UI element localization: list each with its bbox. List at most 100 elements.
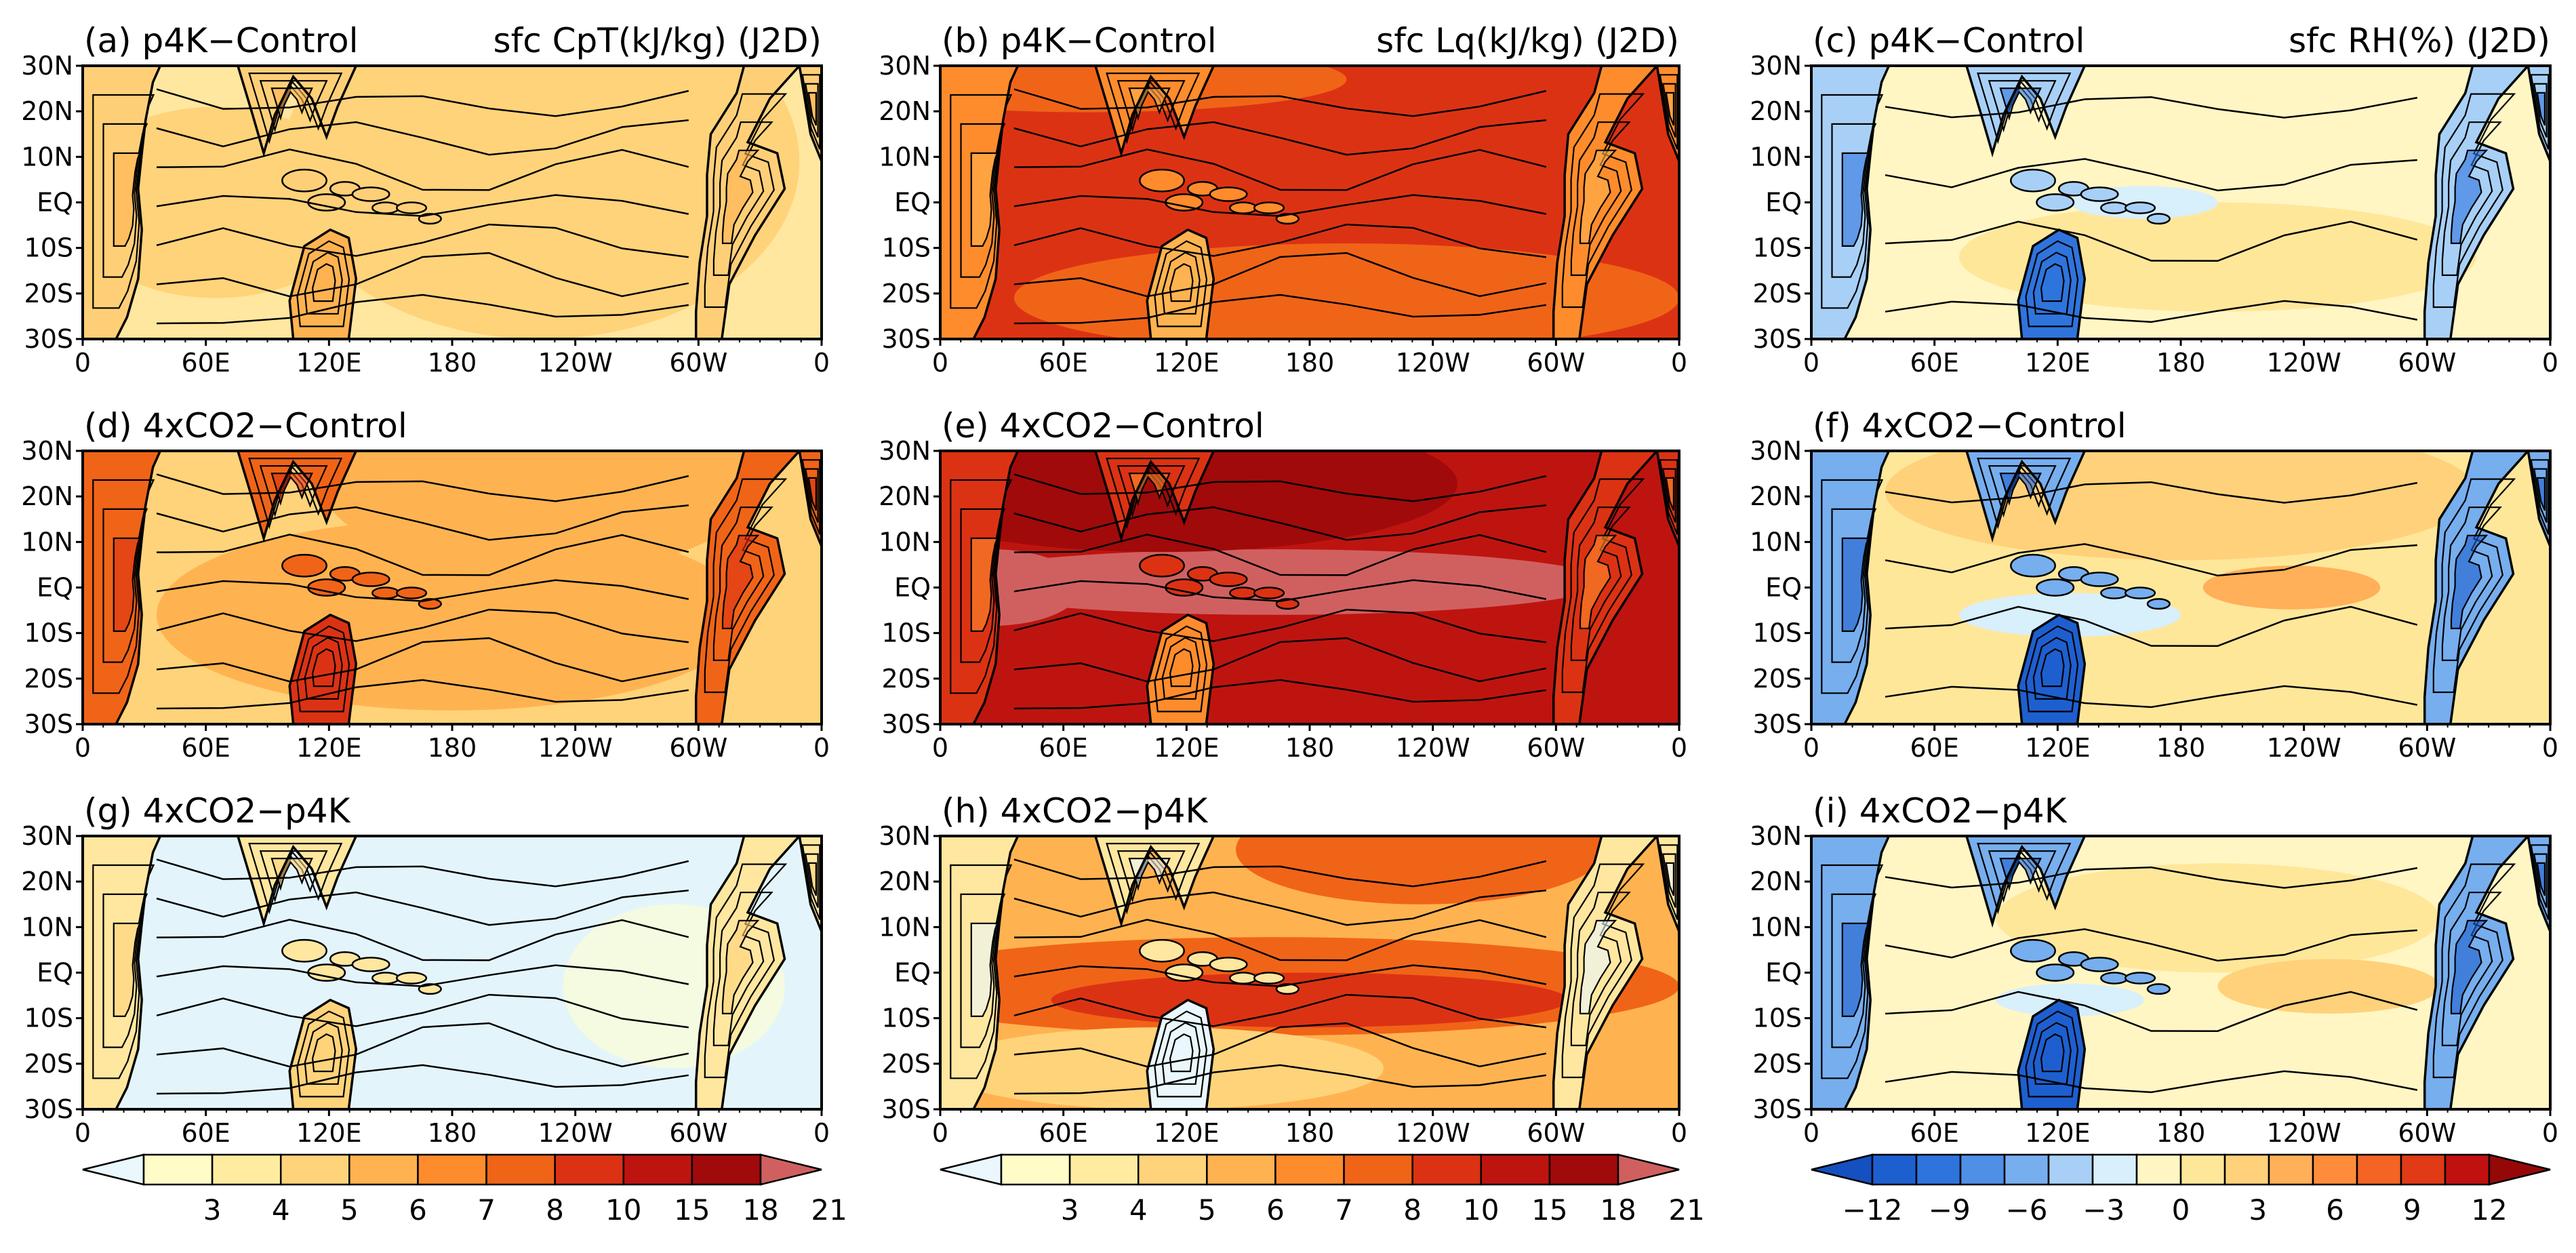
panel-e-coast-1 [1094,451,1215,543]
colorbar-1-over-arrow [759,1153,822,1186]
panel-g-title: (g) 4xCO2−p4K [84,791,351,831]
panel-e-land-contour-0-3 [970,537,999,633]
panel-i-island-1 [2036,963,2075,982]
panel-b-lon-label-0: 0 [932,348,948,378]
panel-h-coast-1 [1094,836,1215,928]
panel-h-lat-label-4: 10S [882,1003,931,1033]
panel-h-island-3 [1209,957,1248,972]
colorbar-3-swatch-3 [2003,1153,2050,1186]
panel-f-lat-label-0: 30N [1750,436,1802,466]
panel-h-lat-label-1: 20N [879,867,931,896]
panel-h-lon-label-2: 120E [1154,1118,1220,1148]
panel-c-land-contour-4-2 [2533,83,2548,138]
panel-c-contour-3 [1885,300,2418,323]
panel-i-land-contour-4-1 [2530,844,2550,920]
panel-e-land-1 [1095,451,1214,538]
panel-f-lon-label-1: 60E [1910,733,1958,763]
panel-c-island-4 [2100,201,2129,214]
panel-g-lat-label-6: 30S [24,1094,73,1124]
colorbar-2-label-4: 7 [1335,1193,1353,1227]
panel-f-shade-1 [2202,565,2381,610]
panel-a-lon-label-5: 60W [669,348,727,378]
panel-g-contour-5 [156,1022,689,1068]
panel-i-land-contour-4-2 [2533,853,2548,909]
panel-c-coast-4 [2527,66,2550,162]
panel-c-land-1 [1966,66,2085,153]
panel-b-contour-3 [1013,194,1547,217]
panel-a-land-contour-4-2 [805,83,819,138]
colorbar-1-swatch-6 [554,1153,625,1186]
panel-i-lon-label-1: 60E [1910,1118,1958,1148]
panel-h-coast-3 [1552,836,1659,1109]
panel-d-coast-2 [288,613,358,724]
colorbar-2-swatch-7 [1480,1153,1551,1186]
panel-d-contour-4 [156,608,689,643]
panel-i-island-4 [2100,972,2129,984]
panel-b-land-contour-0-3 [970,152,999,247]
panel-h-lat-label-0: 30N [879,821,931,851]
panel-f-coast-1 [1965,451,2087,543]
panel-g-lon-label-5: 60W [669,1118,727,1148]
panel-g-land-1 [237,836,357,923]
panel-e-contour-5 [1013,637,1547,683]
panel-i-island-6 [2146,983,2171,995]
panel-f-lat-label-5: 20S [1753,664,1802,694]
panel-c-island-1 [2036,193,2075,212]
panel-c-island-5 [2125,201,2156,214]
panel-b-subtitle: sfc Lq(kJ/kg) (J2D) [1376,21,1679,60]
panel-e-lat-label-0: 30N [879,436,931,466]
panel-g-contour-4 [156,993,689,1029]
panel-b-lat-label-2: 10N [879,142,931,172]
panel-d-coast-1 [237,451,358,543]
panel-f-coast-2 [2017,613,2087,724]
panel-b-lat-label-4: 10S [882,233,931,263]
panel-e-lon-label-6: 0 [1671,733,1687,763]
panel-g-land-contour-4-2 [805,853,819,909]
colorbar-3-label-0: −12 [1843,1193,1903,1227]
panel-b-land-contour-4-3 [1665,92,1674,126]
colorbar-2-over-arrow [1617,1153,1680,1186]
panel-c-lat-label-5: 20S [1753,279,1802,309]
panel-b-land-contour-4-1 [1659,74,1678,150]
panel-c-land-contour-2-3 [2040,263,2065,302]
panel-d-coast-4 [798,451,822,547]
panel-h-land-contour-0-3 [970,922,999,1018]
colorbar-2-label-0: 3 [1061,1193,1079,1227]
panel-f-land-contour-0-3 [1841,537,1870,633]
panel-e-land-contour-2-2 [1161,637,1201,700]
panel-d-title: (d) 4xCO2−Control [84,406,407,445]
panel-g-lon-label-3: 180 [428,1118,477,1148]
colorbar-3-swatch-0 [1871,1153,1918,1186]
panel-g-lon-label-4: 120W [538,1118,613,1148]
panel-g-lat-label-3: EQ [37,958,73,988]
panel-i-island-0 [2010,938,2056,963]
colorbar-1-label-5: 8 [546,1193,564,1227]
panel-f-lat-label-1: 20N [1750,481,1802,511]
panel-b-contour-4 [1013,223,1546,258]
panel-g-island-0 [281,938,327,963]
colorbar-1-label-9: 21 [811,1193,847,1227]
panel-c-title: (c) p4K−Control [1813,21,2085,60]
panel-a-contour-6 [156,294,689,325]
panel-h-lat-label-3: EQ [894,958,931,988]
panel-i-island-5 [2125,972,2156,984]
colorbar-3-swatch-8 [2223,1153,2270,1186]
colorbar-3-label-8: 12 [2471,1193,2507,1227]
panel-b-contour-1 [1013,119,1546,156]
panel-d-contour-2 [156,534,689,576]
panel-b-lon-label-6: 0 [1671,348,1687,378]
panel-i-lat-label-2: 10N [1750,912,1802,942]
colorbar-1-label-3: 6 [409,1193,427,1227]
panel-i-land-contour-4-3 [2536,862,2545,896]
panel-d-contour-3 [156,579,689,602]
panel-e-land-contour-4-2 [1662,468,1676,523]
panel-b-island-5 [1253,201,1285,214]
colorbar-2-label-3: 6 [1266,1193,1285,1227]
colorbar-1-label-8: 18 [742,1193,778,1227]
panel-f-island-4 [2100,586,2129,599]
panel-h-contour-3 [1013,964,1547,987]
colorbar-3-label-3: −3 [2082,1193,2125,1227]
